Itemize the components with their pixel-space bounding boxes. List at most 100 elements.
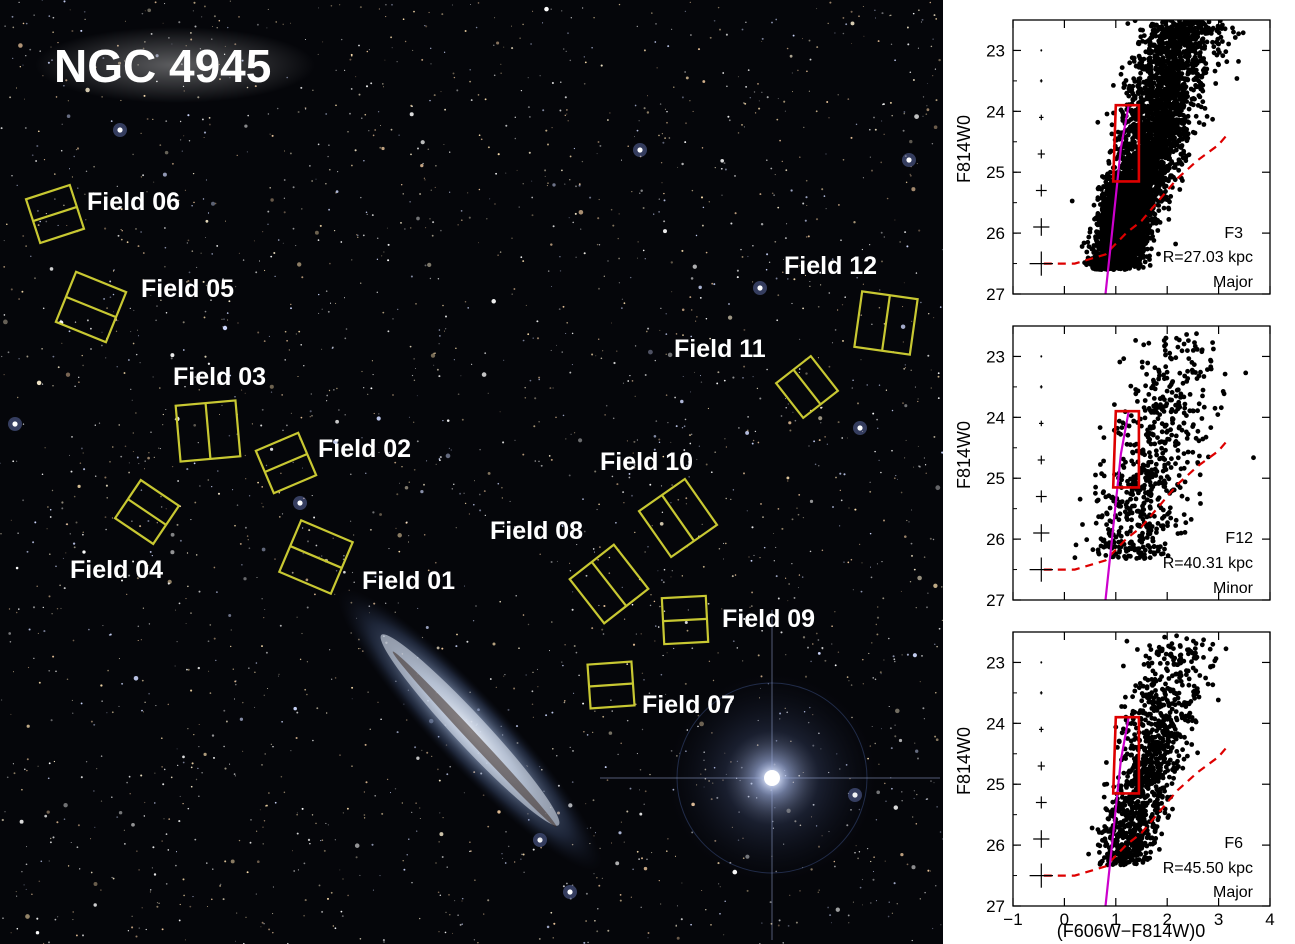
background-star xyxy=(469,850,472,853)
background-star xyxy=(643,803,645,805)
background-star xyxy=(657,626,660,628)
background-star xyxy=(677,166,679,168)
background-star xyxy=(416,216,420,221)
background-star xyxy=(856,276,859,279)
background-star xyxy=(812,643,814,645)
background-star xyxy=(355,856,358,859)
background-star xyxy=(124,843,126,845)
background-star xyxy=(861,248,864,251)
background-star xyxy=(821,646,824,650)
background-star xyxy=(934,68,937,70)
background-star xyxy=(415,303,417,305)
background-star xyxy=(381,83,384,85)
background-star xyxy=(234,395,236,398)
background-star xyxy=(571,364,573,366)
background-star xyxy=(626,810,629,813)
background-star xyxy=(809,285,811,287)
background-star xyxy=(773,560,775,562)
background-star xyxy=(855,845,857,847)
background-star xyxy=(734,574,737,576)
background-star xyxy=(610,699,612,702)
background-star xyxy=(847,561,850,564)
background-star xyxy=(270,391,273,393)
background-star xyxy=(611,475,614,478)
background-star xyxy=(398,134,400,136)
background-star xyxy=(165,312,168,314)
background-star xyxy=(301,208,303,210)
background-star xyxy=(761,40,763,42)
background-star xyxy=(906,863,909,866)
background-star xyxy=(809,58,812,61)
background-star xyxy=(502,441,505,444)
background-star xyxy=(675,333,678,335)
background-star xyxy=(413,468,416,471)
background-star xyxy=(190,785,193,788)
background-star xyxy=(499,600,502,603)
background-star xyxy=(561,525,564,528)
background-star xyxy=(301,276,304,279)
field-footprints xyxy=(24,183,919,710)
background-star xyxy=(863,35,865,37)
background-star xyxy=(522,853,525,856)
background-star xyxy=(78,381,80,384)
data-point xyxy=(1172,165,1178,170)
background-star xyxy=(550,349,552,351)
background-star xyxy=(187,114,190,117)
background-star xyxy=(694,371,696,373)
background-star xyxy=(142,278,144,280)
background-star xyxy=(714,166,716,169)
background-star xyxy=(486,218,488,220)
background-star xyxy=(670,502,672,504)
background-star xyxy=(283,791,286,794)
background-star xyxy=(409,112,414,117)
background-star xyxy=(261,502,263,504)
background-star xyxy=(935,738,939,742)
background-star xyxy=(615,861,620,866)
background-star xyxy=(941,586,943,588)
background-star xyxy=(9,641,12,643)
background-star xyxy=(682,375,684,377)
background-star xyxy=(921,655,923,657)
background-star xyxy=(111,711,114,714)
background-star xyxy=(31,893,33,896)
background-star xyxy=(200,252,202,254)
background-star xyxy=(522,260,525,263)
background-star xyxy=(34,277,36,280)
background-star xyxy=(353,581,355,584)
background-star xyxy=(148,623,151,625)
background-star xyxy=(688,476,690,478)
data-point xyxy=(1196,120,1202,125)
background-star xyxy=(618,213,620,215)
data-point xyxy=(1157,75,1162,81)
background-star xyxy=(556,560,558,562)
background-star xyxy=(741,28,744,31)
background-star xyxy=(300,416,303,419)
background-star xyxy=(878,763,880,765)
background-star xyxy=(501,486,503,489)
background-star xyxy=(333,229,336,232)
background-star xyxy=(90,327,92,330)
background-star xyxy=(869,156,871,158)
background-star xyxy=(802,202,805,205)
background-star xyxy=(315,822,317,825)
background-star xyxy=(929,1,932,4)
background-star xyxy=(834,329,837,331)
background-star xyxy=(591,353,594,356)
background-star xyxy=(45,220,48,223)
background-star xyxy=(687,461,690,463)
background-star xyxy=(333,439,338,445)
background-star xyxy=(228,614,232,617)
background-star xyxy=(138,869,140,871)
background-star xyxy=(639,155,642,158)
background-star xyxy=(374,129,377,131)
background-star xyxy=(186,552,189,554)
background-star xyxy=(780,631,783,634)
background-star xyxy=(186,668,188,671)
background-star xyxy=(304,108,307,110)
background-star xyxy=(86,566,89,568)
background-star xyxy=(723,162,726,165)
background-star xyxy=(44,447,46,449)
background-star xyxy=(256,830,258,832)
field-08-label: Field 08 xyxy=(490,517,583,545)
background-star xyxy=(469,841,471,843)
